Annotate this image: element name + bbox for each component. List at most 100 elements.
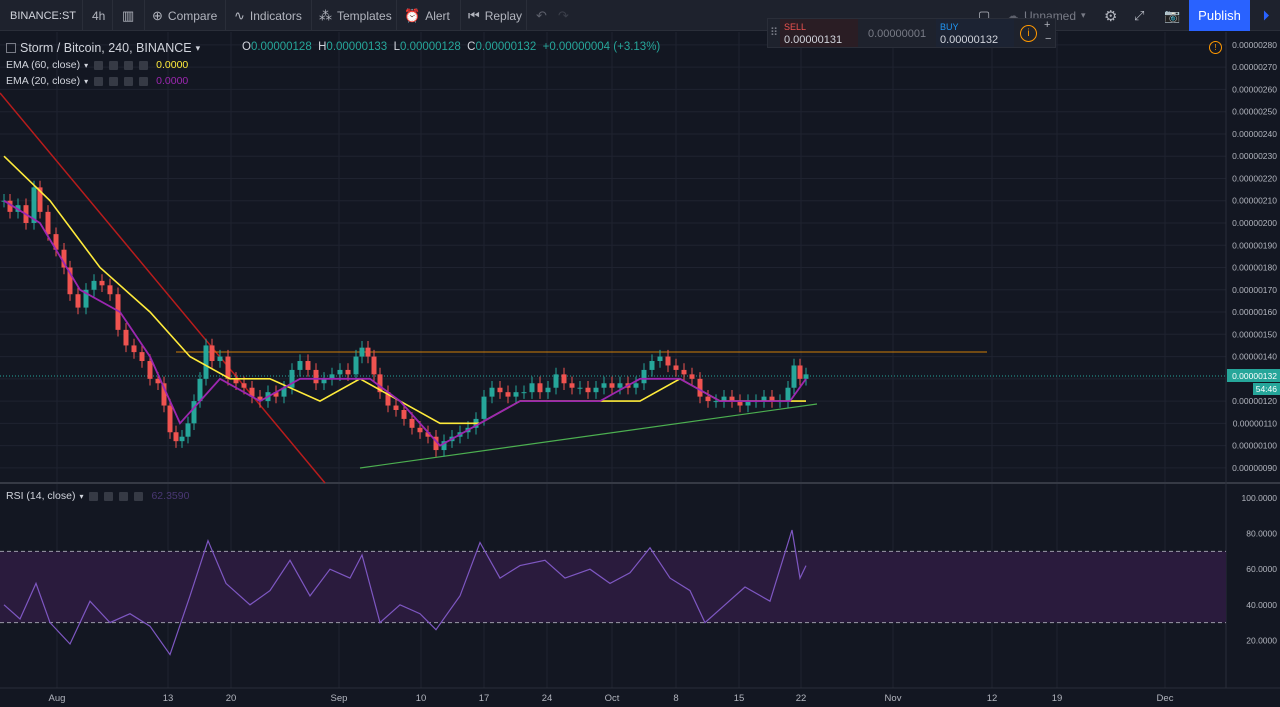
main-legend: Storm / Bitcoin, 240, BINANCE ▾ <box>6 41 200 55</box>
candle-body <box>513 392 519 397</box>
plus-icon[interactable] <box>119 491 129 501</box>
candle-body <box>37 187 43 212</box>
candle-body <box>249 387 255 397</box>
snapshot-button[interactable]: 📷 <box>1158 0 1186 31</box>
eye-icon[interactable] <box>89 491 99 501</box>
price-tick-label: 0.00000170 <box>1232 285 1277 295</box>
candle-body <box>561 374 567 384</box>
camera-icon: 📷 <box>1164 7 1181 23</box>
buy-button[interactable]: BUY 0.00000132 <box>936 19 1014 47</box>
replay-button[interactable]: ⏮ Replay <box>468 7 523 23</box>
candle-body <box>377 374 383 393</box>
alarm-clock-icon: ⏰ <box>404 7 421 23</box>
candle-body <box>329 374 335 379</box>
time-tick-label: 17 <box>479 693 490 704</box>
candle-body <box>345 369 351 375</box>
close-icon[interactable] <box>134 491 144 501</box>
price-tick-label: 0.00000160 <box>1232 307 1277 317</box>
ema20-line <box>3 199 807 447</box>
candle-body <box>31 187 37 223</box>
candle-body <box>123 329 129 346</box>
candle-body <box>481 396 487 419</box>
candle-body <box>577 387 583 389</box>
downtrend-line <box>0 92 326 484</box>
info-icon[interactable]: i <box>1020 25 1037 42</box>
ema20-legend[interactable]: EMA (20, close) ▾ 0.0000 <box>6 75 189 87</box>
undo-icon: ↶ <box>536 7 547 23</box>
candle-body <box>569 383 575 388</box>
settings-icon[interactable] <box>109 76 119 86</box>
templates-icon: ⁂ <box>319 7 332 23</box>
templates-button[interactable]: ⁂ Templates <box>319 7 392 23</box>
candle-body <box>393 405 399 410</box>
candle-body <box>705 396 711 402</box>
close-icon[interactable] <box>139 76 149 86</box>
warning-icon[interactable]: ! <box>1209 41 1222 54</box>
symbol-search[interactable]: BINANCE:ST <box>10 9 77 22</box>
time-tick-label: 15 <box>734 693 745 704</box>
plus-icon[interactable] <box>124 76 134 86</box>
close-icon[interactable] <box>139 60 149 70</box>
candle-body <box>665 356 671 366</box>
chevron-down-icon[interactable]: ▾ <box>195 42 201 53</box>
candle-body <box>313 369 319 384</box>
candle-body <box>417 427 423 433</box>
symbol-title[interactable]: Storm / Bitcoin, 240, BINANCE <box>20 41 192 55</box>
candle-body <box>155 378 161 384</box>
chart-axes: 0.00000280 0.00000270 0.00000260 0.00000250… <box>49 40 1280 704</box>
publish-button[interactable]: Publish <box>1189 0 1250 31</box>
plus-icon[interactable] <box>124 60 134 70</box>
candle-body <box>7 200 13 212</box>
rsi-line <box>3 529 807 656</box>
candle-body <box>791 365 797 388</box>
price-tick-label: 0.00000200 <box>1232 218 1277 228</box>
undo-button[interactable]: ↶ <box>530 0 553 31</box>
interval-button[interactable]: 4h <box>92 8 106 23</box>
fullscreen-button[interactable]: ⤢ <box>1128 0 1150 31</box>
rsi-tick-label: 100.0000 <box>1242 493 1278 503</box>
sell-button[interactable]: SELL 0.00000131 <box>780 19 858 47</box>
legend-drag-handle[interactable] <box>6 43 16 53</box>
candle-body <box>617 383 623 388</box>
ohlc-values: O0.00000128 H0.00000133 L0.00000128 C0.0… <box>242 41 661 53</box>
candle-body <box>545 387 551 393</box>
minus-icon[interactable]: − <box>1045 33 1052 45</box>
candle-body <box>785 387 791 402</box>
spread-value: 0.00000001 <box>868 28 927 40</box>
candle-body <box>83 289 89 308</box>
price-tick-label: 0.00000150 <box>1232 329 1277 339</box>
candle-body <box>803 374 809 379</box>
eye-icon[interactable] <box>94 76 104 86</box>
play-button[interactable]: ⏵ <box>1252 0 1280 31</box>
ema60-legend[interactable]: EMA (60, close) ▾ 0.0000 <box>6 59 189 71</box>
price-tick-label: 0.00000210 <box>1232 196 1277 206</box>
candle-body <box>75 294 81 308</box>
compare-button[interactable]: ⊕ Compare <box>152 7 218 23</box>
candle-body <box>433 436 439 451</box>
candle-body <box>353 356 359 375</box>
alert-button[interactable]: ⏰ Alert <box>404 7 450 23</box>
settings-icon[interactable] <box>104 491 114 501</box>
indicators-button[interactable]: ∿ Indicators <box>234 7 302 23</box>
drag-handle-icon[interactable]: ⠿ <box>770 27 779 39</box>
candle-body <box>689 374 695 379</box>
candle-body <box>537 383 543 393</box>
time-tick-label: 12 <box>987 693 998 704</box>
time-tick-label: Dec <box>1157 693 1174 704</box>
bar-style-button[interactable]: ▥ <box>116 0 140 31</box>
settings-button[interactable]: ⚙ <box>1098 0 1123 31</box>
settings-icon[interactable] <box>109 60 119 70</box>
rsi-legend[interactable]: RSI (14, close) ▾ 62.3590 <box>6 490 190 502</box>
price-tick-label: 0.00000140 <box>1232 352 1277 362</box>
price-tick-label: 0.00000180 <box>1232 263 1277 273</box>
support-trend-line <box>359 403 818 469</box>
plus-icon[interactable]: + <box>1044 19 1051 31</box>
candle-body <box>91 280 97 290</box>
countdown-badge <box>1253 383 1280 395</box>
chevron-down-icon: ▾ <box>84 76 89 86</box>
candle-body <box>115 294 121 330</box>
eye-icon[interactable] <box>94 60 104 70</box>
redo-button[interactable]: ↷ <box>552 0 575 31</box>
candle-body <box>593 387 599 393</box>
